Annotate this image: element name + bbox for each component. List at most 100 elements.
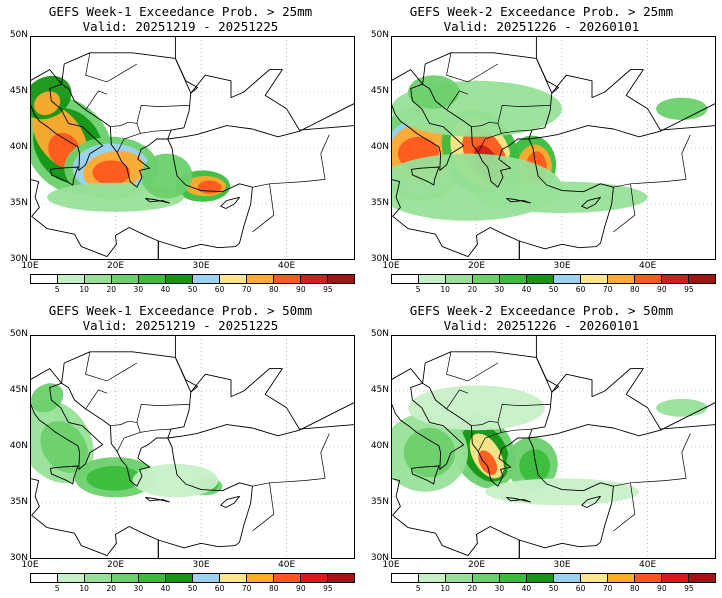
colorbar-tick-label: 80 — [268, 285, 279, 294]
probability-shading — [391, 385, 708, 506]
colorbar-tick-label: 20 — [467, 285, 478, 294]
coastline — [518, 401, 716, 559]
colorbar-swatch — [527, 574, 554, 582]
latitude-label: 50N — [9, 329, 28, 339]
colorbar-ticks: 5 10 20 30 40 50 60 70 80 90 95 — [30, 285, 355, 295]
colorbar-tick-label: 50 — [187, 584, 198, 593]
colorbar-ticks: 5 10 20 30 40 50 60 70 80 90 95 — [30, 584, 355, 594]
country-border — [85, 52, 138, 83]
colorbar-tick-label: 5 — [54, 584, 60, 593]
probability-area — [86, 466, 142, 491]
country-border — [136, 105, 190, 124]
coastline — [30, 368, 104, 470]
map-svg — [391, 36, 716, 260]
colorbar-tick-label: 50 — [187, 285, 198, 294]
country-border — [320, 433, 330, 479]
country-border — [613, 478, 687, 487]
colorbar-swatch — [446, 275, 473, 283]
map-panel-week1-25mm: GEFS Week-1 Exceedance Prob. > 25mm Vali… — [0, 0, 361, 299]
colorbar-tick-label: 40 — [521, 584, 532, 593]
latitude-label: 40N — [370, 441, 389, 451]
latitude-label: 45N — [9, 86, 28, 96]
map-svg — [30, 335, 355, 559]
country-border — [446, 52, 499, 83]
country-border — [320, 134, 330, 180]
panel-title: GEFS Week-1 Exceedance Prob. > 50mm — [48, 303, 313, 318]
probability-area — [408, 75, 460, 109]
colorbar-tick-label: 95 — [684, 584, 694, 593]
colorbar-tick-label: 5 — [54, 285, 60, 294]
colorbar-swatch — [112, 275, 139, 283]
latitude-label: 40N — [9, 441, 28, 451]
colorbar-swatch — [193, 275, 220, 283]
latitude-label: 45N — [370, 86, 389, 96]
colorbar-swatch — [139, 574, 166, 582]
probability-shading — [30, 383, 223, 498]
colorbar-swatch — [635, 275, 662, 283]
country-border — [471, 121, 533, 134]
colorbar-swatch — [220, 275, 247, 283]
colorbar-tick-label: 20 — [106, 285, 117, 294]
colorbar-tick-label: 30 — [133, 584, 144, 593]
colorbar-tick-label: 70 — [241, 285, 252, 294]
coastline — [506, 496, 531, 503]
colorbar-tick-label: 10 — [440, 584, 450, 593]
colorbar-tick-label: 30 — [494, 584, 505, 593]
probability-map — [391, 335, 716, 559]
colorbar-tick-label: 90 — [657, 584, 667, 593]
probability-area — [30, 383, 64, 413]
probability-map — [391, 36, 716, 260]
longitude-label: 20E — [106, 560, 125, 570]
probability-area — [403, 427, 456, 478]
colorbar-tick-label: 40 — [521, 285, 532, 294]
colorbar-tick-label: 90 — [296, 584, 306, 593]
country-border — [116, 133, 141, 153]
panel-valid-dates: Valid: 20251219 - 20251225 — [82, 19, 279, 34]
longitude-label: 10E — [382, 261, 400, 271]
country-border — [110, 420, 172, 433]
country-border — [252, 183, 275, 233]
coastline — [30, 178, 159, 260]
latitude-label: 30N — [370, 553, 389, 563]
colorbar — [30, 274, 355, 284]
colorbar-swatch — [85, 574, 112, 582]
colorbar-tick-label: 60 — [575, 285, 586, 294]
colorbar-swatch — [500, 574, 527, 582]
colorbar-swatch — [635, 574, 662, 582]
colorbar-swatch — [247, 574, 274, 582]
probability-area — [656, 97, 708, 120]
colorbar-tick-label: 10 — [79, 285, 89, 294]
colorbar-swatch — [608, 574, 635, 582]
probability-map — [30, 335, 355, 559]
country-border — [477, 432, 502, 452]
latitude-label: 40N — [370, 142, 389, 152]
colorbar-swatch — [554, 275, 581, 283]
map-svg — [391, 335, 716, 559]
country-border — [252, 478, 326, 487]
probability-shading — [30, 75, 231, 212]
latitude-label: 50N — [370, 30, 389, 40]
coastline — [220, 495, 240, 508]
longitude-label: 30E — [192, 560, 210, 570]
colorbar-swatch — [31, 275, 58, 283]
coastline — [220, 196, 240, 209]
map-svg — [30, 36, 355, 260]
latitude-label: 30N — [370, 254, 389, 264]
colorbar-tick-label: 50 — [548, 584, 559, 593]
country-border — [613, 183, 636, 233]
country-border — [613, 482, 636, 532]
colorbar-swatch — [58, 275, 85, 283]
probability-area — [132, 463, 219, 498]
coastline — [174, 36, 355, 131]
colorbar-tick-label: 60 — [214, 584, 225, 593]
colorbar-swatch — [328, 574, 354, 582]
country-border — [446, 90, 469, 111]
coastline — [391, 69, 465, 171]
colorbar — [30, 573, 355, 583]
country-border — [136, 404, 190, 423]
colorbar-tick-label: 95 — [323, 584, 333, 593]
coastline — [145, 197, 170, 204]
probability-map — [30, 36, 355, 260]
coastline — [581, 495, 601, 508]
coastline — [391, 477, 520, 559]
